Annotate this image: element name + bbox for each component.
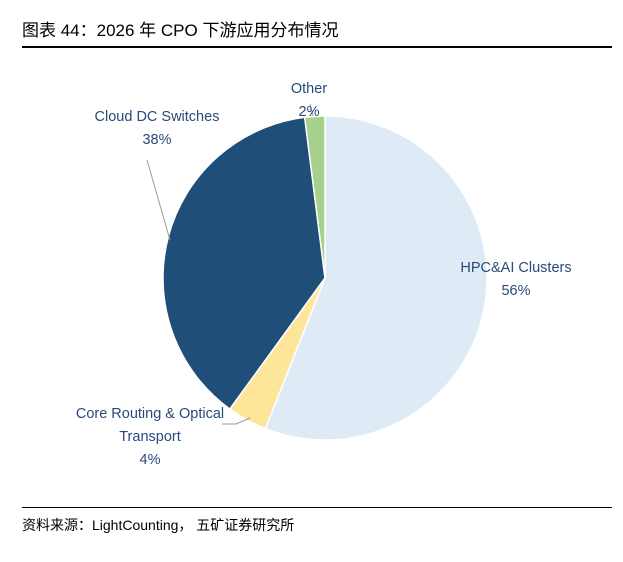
pie-slices <box>162 115 488 441</box>
slice-label-other: Other 2% <box>291 81 327 120</box>
pie-slice-other <box>303 115 326 279</box>
title-rule <box>22 46 612 48</box>
slice-label-cloud-dc-switches: Cloud DC Switches 38% <box>95 109 220 148</box>
source-note: 资料来源：LightCounting， 五矿证券研究所 <box>22 517 295 533</box>
source-rule <box>22 507 612 508</box>
pie-slice-hpc-ai-clusters <box>264 115 488 441</box>
leader-line <box>146 159 171 241</box>
leader-line <box>222 417 251 425</box>
pie-chart: HPC&AI Clusters 56% Core Routing & Optical… <box>76 81 572 468</box>
figure-title: 图表 44：2026 年 CPO 下游应用分布情况 <box>22 21 339 40</box>
slice-label-hpc-ai-clusters: HPC&AI Clusters 56% <box>460 260 571 299</box>
slice-label-core-routing-optical-transport: Core Routing & Optical Transport 4% <box>76 406 224 468</box>
pie-slice-cloud-dc-switches <box>162 116 326 411</box>
leader-line <box>309 103 314 117</box>
slice-labels: HPC&AI Clusters 56% Core Routing & Optical… <box>76 81 572 468</box>
leader-lines <box>146 103 314 425</box>
